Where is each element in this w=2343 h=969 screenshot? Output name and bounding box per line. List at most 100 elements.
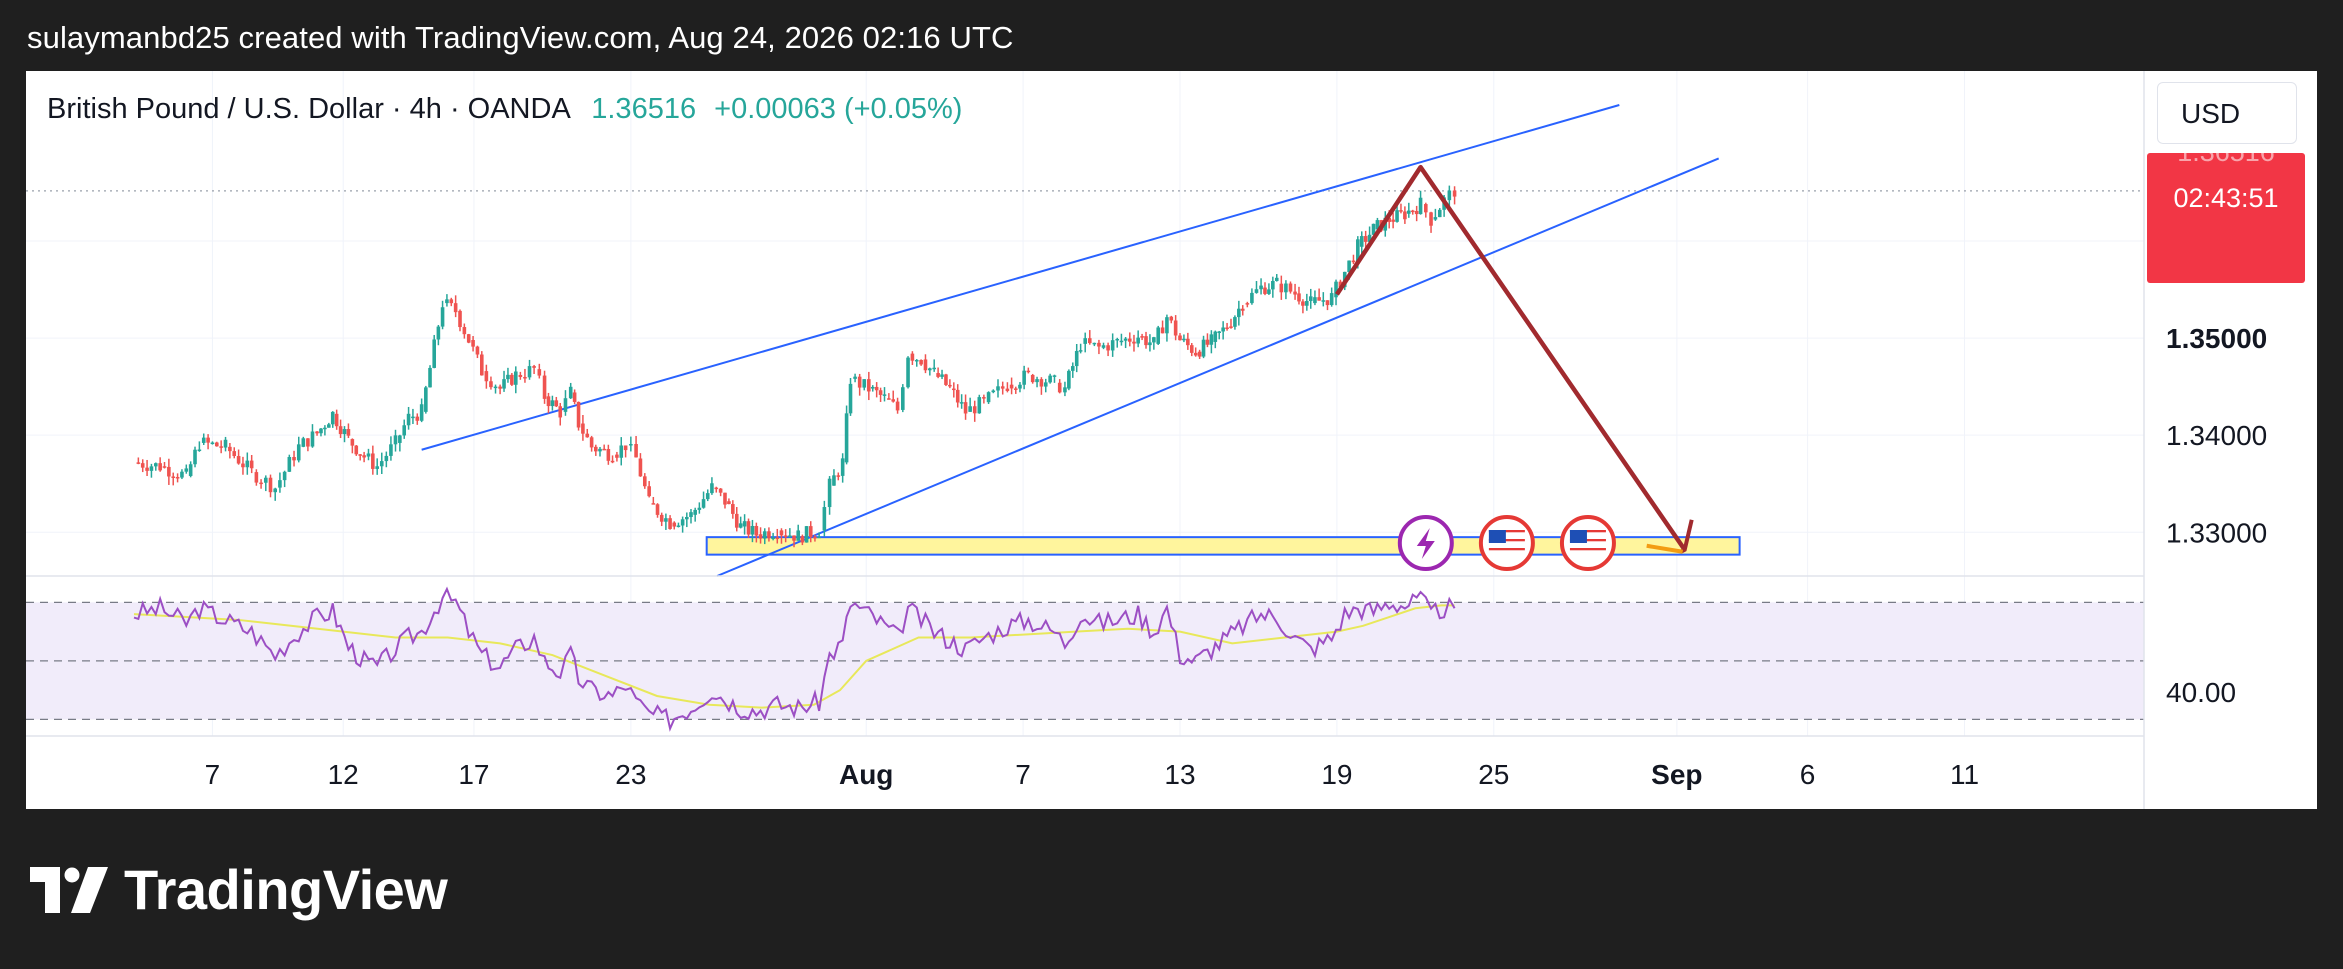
candle-body (568, 386, 573, 399)
candle-body (767, 531, 771, 539)
price-chart[interactable]: 1.360001.350001.340001.3300040.007121723… (26, 71, 2317, 809)
candle-body (379, 461, 384, 467)
candle-body (558, 406, 563, 418)
candle-body (1297, 293, 1301, 302)
time-tick-label: 11 (1950, 759, 1979, 790)
chart-card[interactable]: 1.360001.350001.340001.3300040.007121723… (26, 71, 2317, 809)
candle-body (428, 367, 432, 388)
candle-body (436, 326, 441, 340)
last-price-tag: 1.36516 02:43:51 (2147, 153, 2305, 283)
symbol-legend[interactable]: British Pound / U.S. Dollar · 4h · OANDA… (47, 93, 962, 126)
candle-body (1074, 350, 1079, 367)
candle-body (594, 446, 598, 452)
candle-body (572, 392, 577, 402)
candle-body (746, 521, 751, 535)
candle-body (968, 406, 972, 412)
candle-body (158, 463, 162, 471)
candle-body (319, 428, 323, 434)
candle-body (1321, 300, 1326, 302)
candle-body (1057, 382, 1062, 393)
candle-body (1186, 338, 1190, 346)
candle-body (145, 467, 149, 471)
candle-body (705, 493, 710, 500)
candle-body (411, 416, 415, 419)
candle-body (936, 373, 940, 377)
candle-body (282, 471, 287, 481)
candle-body (1407, 210, 1411, 214)
candle-body (895, 401, 900, 411)
candle-body (680, 519, 685, 526)
candle-body (1148, 342, 1152, 346)
candle-body (1317, 297, 1321, 301)
time-tick-label: 17 (458, 759, 489, 790)
candle-body (1197, 351, 1202, 357)
candle-body (241, 463, 245, 468)
candle-body (219, 446, 223, 448)
candle-body (991, 390, 996, 393)
candle-body (832, 475, 836, 486)
flag-stripe (1569, 543, 1606, 546)
candle-body (1308, 296, 1313, 302)
upper-channel-line (421, 104, 1620, 451)
candle-body (910, 353, 915, 361)
candle-body (697, 507, 702, 510)
candle-body (1123, 338, 1128, 341)
candle-body (228, 446, 232, 452)
candle-body (972, 406, 977, 414)
candle-body (901, 387, 905, 410)
candle-body (672, 522, 677, 527)
flag-stripe (1569, 534, 1606, 537)
lower-channel-line (716, 157, 1720, 577)
candle-body (718, 488, 723, 493)
candle-body (393, 435, 398, 445)
candle-body (550, 400, 555, 407)
bar-countdown: 02:43:51 (2173, 183, 2279, 213)
candle-body (1078, 350, 1083, 352)
time-tick-label: Aug (839, 759, 893, 790)
candle-body (1136, 337, 1140, 344)
candle-body (554, 400, 559, 407)
us-flag-icon (1559, 515, 1616, 571)
symbol-price: 1.36516 (591, 93, 697, 125)
candle-body (1026, 370, 1031, 373)
candle-body (406, 413, 411, 426)
candle-body (788, 535, 792, 537)
currency-button[interactable]: USD (2157, 82, 2297, 144)
candle-body (180, 471, 184, 478)
candle-body (510, 374, 514, 385)
candle-body (249, 460, 254, 469)
candle-body (1395, 210, 1399, 222)
candle-body (1052, 375, 1057, 377)
candle-body (498, 386, 502, 389)
candle-body (1005, 388, 1010, 391)
candle-body (1347, 260, 1351, 273)
candle-body (862, 379, 867, 388)
candle-body (1039, 379, 1044, 387)
tradingview-wordmark: TradingView (124, 858, 448, 921)
candle-body (754, 525, 759, 536)
candle-body (701, 499, 706, 508)
candle-body (1178, 335, 1182, 341)
candle-body (215, 442, 219, 447)
candle-body (287, 456, 292, 472)
candle-body (1375, 220, 1380, 230)
candle-body (184, 468, 189, 472)
time-tick-label: 6 (1800, 759, 1816, 790)
candle-body (1325, 300, 1330, 306)
candle-body (808, 526, 813, 537)
candle-body (140, 463, 145, 468)
tradingview-logo[interactable]: TradingView (30, 857, 448, 922)
candle-body (1221, 327, 1225, 332)
candle-body (546, 396, 551, 407)
candle-body (527, 366, 532, 378)
candle-body (619, 445, 624, 458)
candle-body (354, 445, 359, 455)
candle-body (415, 416, 420, 421)
lightning-icon (1397, 515, 1454, 571)
candle-body (532, 366, 536, 368)
candle-body (1452, 190, 1457, 197)
candle-body (440, 307, 445, 327)
candle-body (955, 389, 960, 403)
candle-body (1399, 210, 1403, 212)
candle-body (870, 386, 875, 389)
